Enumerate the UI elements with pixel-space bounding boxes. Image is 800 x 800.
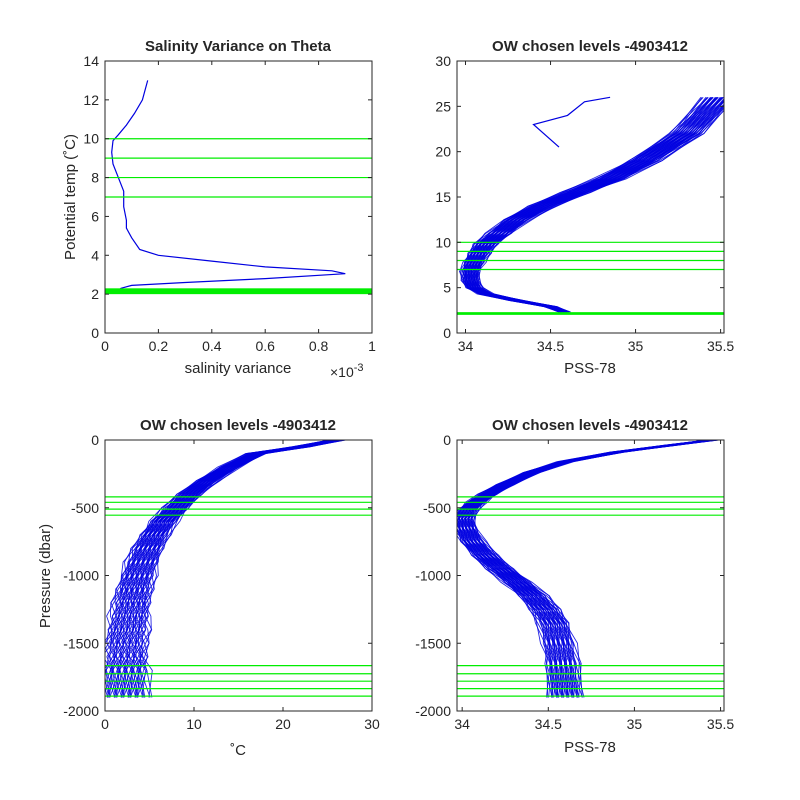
panel-4-plot-content <box>457 440 724 698</box>
panel-3-profile-line <box>138 440 346 698</box>
panel-2-y-tick-label: 30 <box>435 53 451 69</box>
panel-4-profile-line <box>471 440 717 698</box>
panel-4-x-tick-label: 35.5 <box>707 716 734 732</box>
panel-1-x-exponent-power: -3 <box>354 362 364 374</box>
panel-3-profile-line <box>123 440 337 698</box>
panel-2-y-tick-label: 5 <box>443 280 451 296</box>
panel-salinity-variance: Salinity Variance on Theta salinity vari… <box>62 38 376 380</box>
panel-2-y-tick-label: 20 <box>435 144 451 160</box>
panel-3-profile-line <box>139 440 344 698</box>
panel-3-y-tick-label: 0 <box>91 432 99 448</box>
panel-4-xlabel: PSS-78 <box>564 739 616 756</box>
panel-2-xlabel: PSS-78 <box>564 360 616 377</box>
panel-3-profile-line <box>136 440 342 698</box>
panel-4-y-tick-label: -1500 <box>415 635 451 651</box>
panel-1-y-tick-label: 8 <box>91 170 99 186</box>
panel-3-y-tick-label: -1000 <box>63 568 99 584</box>
panel-1-plot-content <box>105 80 372 295</box>
panel-2-y-tick-label: 10 <box>435 234 451 250</box>
panel-1-x-exponent: ×10-3 <box>330 362 364 380</box>
panel-1-xlabel: salinity variance <box>185 360 292 377</box>
panel-4-x-tick-label: 34 <box>454 716 470 732</box>
panel-3-profile-line <box>130 440 339 698</box>
panel-1-x-tick-label: 0.2 <box>149 338 169 354</box>
panel-1-y-tick-label: 2 <box>91 286 99 302</box>
panel-1-y-tick-label: 12 <box>83 92 99 108</box>
panel-3-x-tick-label: 30 <box>364 716 380 732</box>
panel-pressure-temperature: OW chosen levels -4903412 ˚C Pressure (d… <box>37 417 380 759</box>
panel-4-y-tick-label: -2000 <box>415 703 451 719</box>
panel-1-title: Salinity Variance on Theta <box>145 38 332 55</box>
panel-1-axis-box <box>104 60 373 334</box>
panel-theta-salinity: OW chosen levels -4903412 PSS-78 34 34.5 3… <box>435 38 734 377</box>
panel-1-level-band <box>105 288 372 295</box>
panel-3-plot-content <box>105 440 372 698</box>
panel-2-y-tick-label: 0 <box>443 325 451 341</box>
panel-2-title: OW chosen levels -4903412 <box>492 38 688 55</box>
panel-2-x-tick-label: 35 <box>628 338 644 354</box>
panel-4-y-tick-label: 0 <box>443 432 451 448</box>
panel-1-x-tick-label: 0.8 <box>309 338 329 354</box>
panel-3-profile-line <box>119 440 337 698</box>
panel-2-x-tick-label: 35.5 <box>707 338 734 354</box>
panel-1-y-tick-label: 4 <box>91 247 99 263</box>
panel-3-y-tick-label: -1500 <box>63 635 99 651</box>
panel-3-title: OW chosen levels -4903412 <box>140 417 336 434</box>
panel-4-x-tick-label: 35 <box>627 716 643 732</box>
panel-4-title: OW chosen levels -4903412 <box>492 417 688 434</box>
panel-3-x-tick-label: 10 <box>186 716 202 732</box>
panel-1-x-tick-label: 1 <box>368 338 376 354</box>
panel-1-y-tick-label: 14 <box>83 53 99 69</box>
panel-1-ylabel: Potential temp (˚C) <box>62 134 79 260</box>
panel-2-series-line <box>532 96 611 148</box>
panel-4-x-tick-label: 34.5 <box>535 716 562 732</box>
panel-2-y-tick-label: 25 <box>435 98 451 114</box>
panel-2-level-band <box>457 312 724 315</box>
panel-1-x-exponent-base: ×10 <box>330 364 354 380</box>
panel-3-profile-line <box>116 440 335 698</box>
panel-1-y-tick-label: 0 <box>91 325 99 341</box>
panel-4-y-tick-label: -500 <box>423 500 451 516</box>
panel-3-profile-line <box>133 440 341 698</box>
panel-3-profile-line <box>105 440 330 698</box>
panel-3-ylabel: Pressure (dbar) <box>37 524 54 628</box>
panel-3-x-tick-label: 0 <box>101 716 109 732</box>
panel-2-plot-content <box>457 96 724 315</box>
panel-1-x-tick-label: 0.6 <box>255 338 275 354</box>
panel-1-x-tick-label: 0 <box>101 338 109 354</box>
panel-3-profile-line <box>126 440 339 698</box>
panel-pressure-salinity: OW chosen levels -4903412 PSS-78 34 34.5 3… <box>415 417 734 756</box>
panel-3-y-tick-label: -2000 <box>63 703 99 719</box>
panel-1-y-tick-label: 6 <box>91 208 99 224</box>
panel-1-series-line <box>111 80 346 293</box>
panel-2-y-tick-label: 15 <box>435 189 451 205</box>
panel-4-profile-line <box>470 440 719 698</box>
panel-1-y-tick-label: 10 <box>83 131 99 147</box>
panel-2-x-tick-label: 34 <box>458 338 474 354</box>
panel-3-x-tick-label: 20 <box>275 716 291 732</box>
panel-3-y-tick-label: -500 <box>71 500 99 516</box>
panel-3-profile-line <box>141 440 346 698</box>
panel-3-profile-line <box>110 440 332 698</box>
panel-2-plot-area <box>457 61 724 333</box>
panel-1-x-tick-label: 0.4 <box>202 338 222 354</box>
panel-2-profile-line <box>476 106 724 313</box>
panel-4-y-tick-label: -1000 <box>415 568 451 584</box>
panel-2-x-tick-label: 34.5 <box>537 338 564 354</box>
panel-3-xlabel: ˚C <box>230 742 246 759</box>
